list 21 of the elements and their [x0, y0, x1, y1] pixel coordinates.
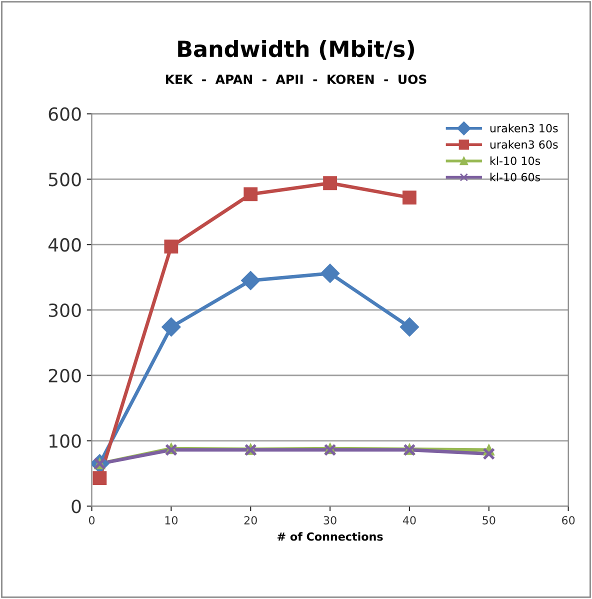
x-tick-label: 20 [244, 516, 257, 524]
x-tick-label: 50 [482, 516, 496, 524]
legend-label: kl-10 60s [490, 172, 540, 182]
x-tick-label: 0 [88, 516, 95, 524]
y-tick-label: 0 [72, 500, 81, 514]
y-tick-label: 300 [48, 303, 81, 318]
chart-title: Bandwidth (Mbit/s) [178, 40, 414, 60]
x-tick-label: 10 [165, 516, 178, 524]
y-tick-label: 600 [48, 107, 81, 121]
chart-subtitle: KEK - APAN - APII - KOREN - UOS [166, 74, 426, 84]
x-tick-label: 60 [562, 516, 575, 524]
y-tick-label: 200 [48, 368, 81, 382]
legend-label: uraken3 10s [490, 124, 558, 132]
legend-label: kl-10 10s [490, 156, 540, 166]
y-tick-label: 400 [48, 238, 81, 252]
x-tick-label: 30 [324, 516, 336, 524]
y-tick-label: 500 [48, 172, 81, 186]
legend-label: uraken3 60s [490, 140, 558, 149]
y-tick-label: 100 [50, 434, 81, 448]
x-tick-label: 40 [402, 516, 416, 524]
x-axis-title: # of Connections [278, 532, 383, 541]
